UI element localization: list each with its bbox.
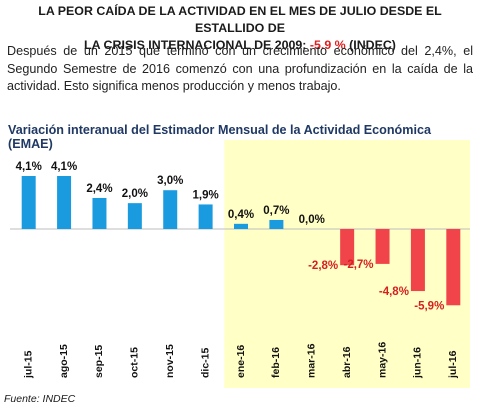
tick-label-abr-16: abr-16 xyxy=(341,346,353,378)
source-note: Fuente: INDEC xyxy=(4,393,76,405)
bar-jul-15 xyxy=(21,176,36,229)
tick-label-nov-15: nov-15 xyxy=(164,344,176,378)
data-label-jun-16: -4,8% xyxy=(379,286,409,298)
data-label-dic-15: 1,9% xyxy=(193,189,219,201)
data-label-oct-15: 2,0% xyxy=(122,188,148,200)
intro-paragraph: Después de un 2015 que terminó con un cr… xyxy=(7,44,473,93)
tick-label-mar-16: mar-16 xyxy=(306,343,318,378)
bar-dic-15 xyxy=(198,204,213,229)
data-label-feb-16: 0,7% xyxy=(263,205,289,217)
headline-suffix: (INDEC) xyxy=(345,38,396,52)
chart-title: Variación interanual del Estimador Mensu… xyxy=(8,123,431,151)
tick-label-ene-16: ene-16 xyxy=(235,345,247,378)
bar-may-16 xyxy=(375,229,390,264)
data-label-ene-16: 0,4% xyxy=(228,209,254,221)
tick-label-dic-15: dic-15 xyxy=(199,347,211,378)
tick-label-sep-15: sep-15 xyxy=(93,345,105,378)
bar-abr-16 xyxy=(340,229,355,266)
tick-label-may-16: may-16 xyxy=(376,342,388,378)
data-label-may-16: -2,7% xyxy=(343,259,373,271)
data-label-sep-15: 2,4% xyxy=(86,183,112,195)
bar-feb-16 xyxy=(269,219,284,229)
bar-nov-15 xyxy=(163,190,178,229)
data-label-jul-16: -5,9% xyxy=(414,300,444,312)
tick-label-jul-16: jul-16 xyxy=(447,350,459,379)
data-label-ago-15: 4,1% xyxy=(51,161,77,173)
data-label-mar-16: 0,0% xyxy=(299,214,325,226)
data-label-nov-15: 3,0% xyxy=(157,175,183,187)
data-label-abr-16: -2,8% xyxy=(308,260,338,272)
tick-label-jul-15: jul-15 xyxy=(22,350,34,379)
tick-label-oct-15: oct-15 xyxy=(129,347,141,378)
bar-jun-16 xyxy=(410,229,425,292)
tick-label-feb-16: feb-16 xyxy=(270,347,282,378)
headline-value: -5.9 % xyxy=(309,38,346,52)
bar-sep-15 xyxy=(92,197,107,229)
bar-oct-15 xyxy=(127,203,142,229)
bar-jul-16 xyxy=(446,229,461,306)
tick-label-ago-15: ago-15 xyxy=(58,344,70,378)
headline-line-1: LA PEOR CAÍDA DE LA ACTIVIDAD EN EL MES … xyxy=(38,4,442,35)
data-label-jul-15: 4,1% xyxy=(16,161,42,173)
headline: LA PEOR CAÍDA DE LA ACTIVIDAD EN EL MES … xyxy=(4,3,476,54)
bar-ene-16 xyxy=(234,223,248,229)
tick-label-jun-16: jun-16 xyxy=(412,347,424,379)
headline-line-2: LA CRISIS INTERNACIONAL DE 2009: -5.9 % … xyxy=(4,37,476,54)
headline-prefix: LA CRISIS INTERNACIONAL DE 2009: xyxy=(84,38,310,52)
bar-ago-15 xyxy=(57,176,72,229)
